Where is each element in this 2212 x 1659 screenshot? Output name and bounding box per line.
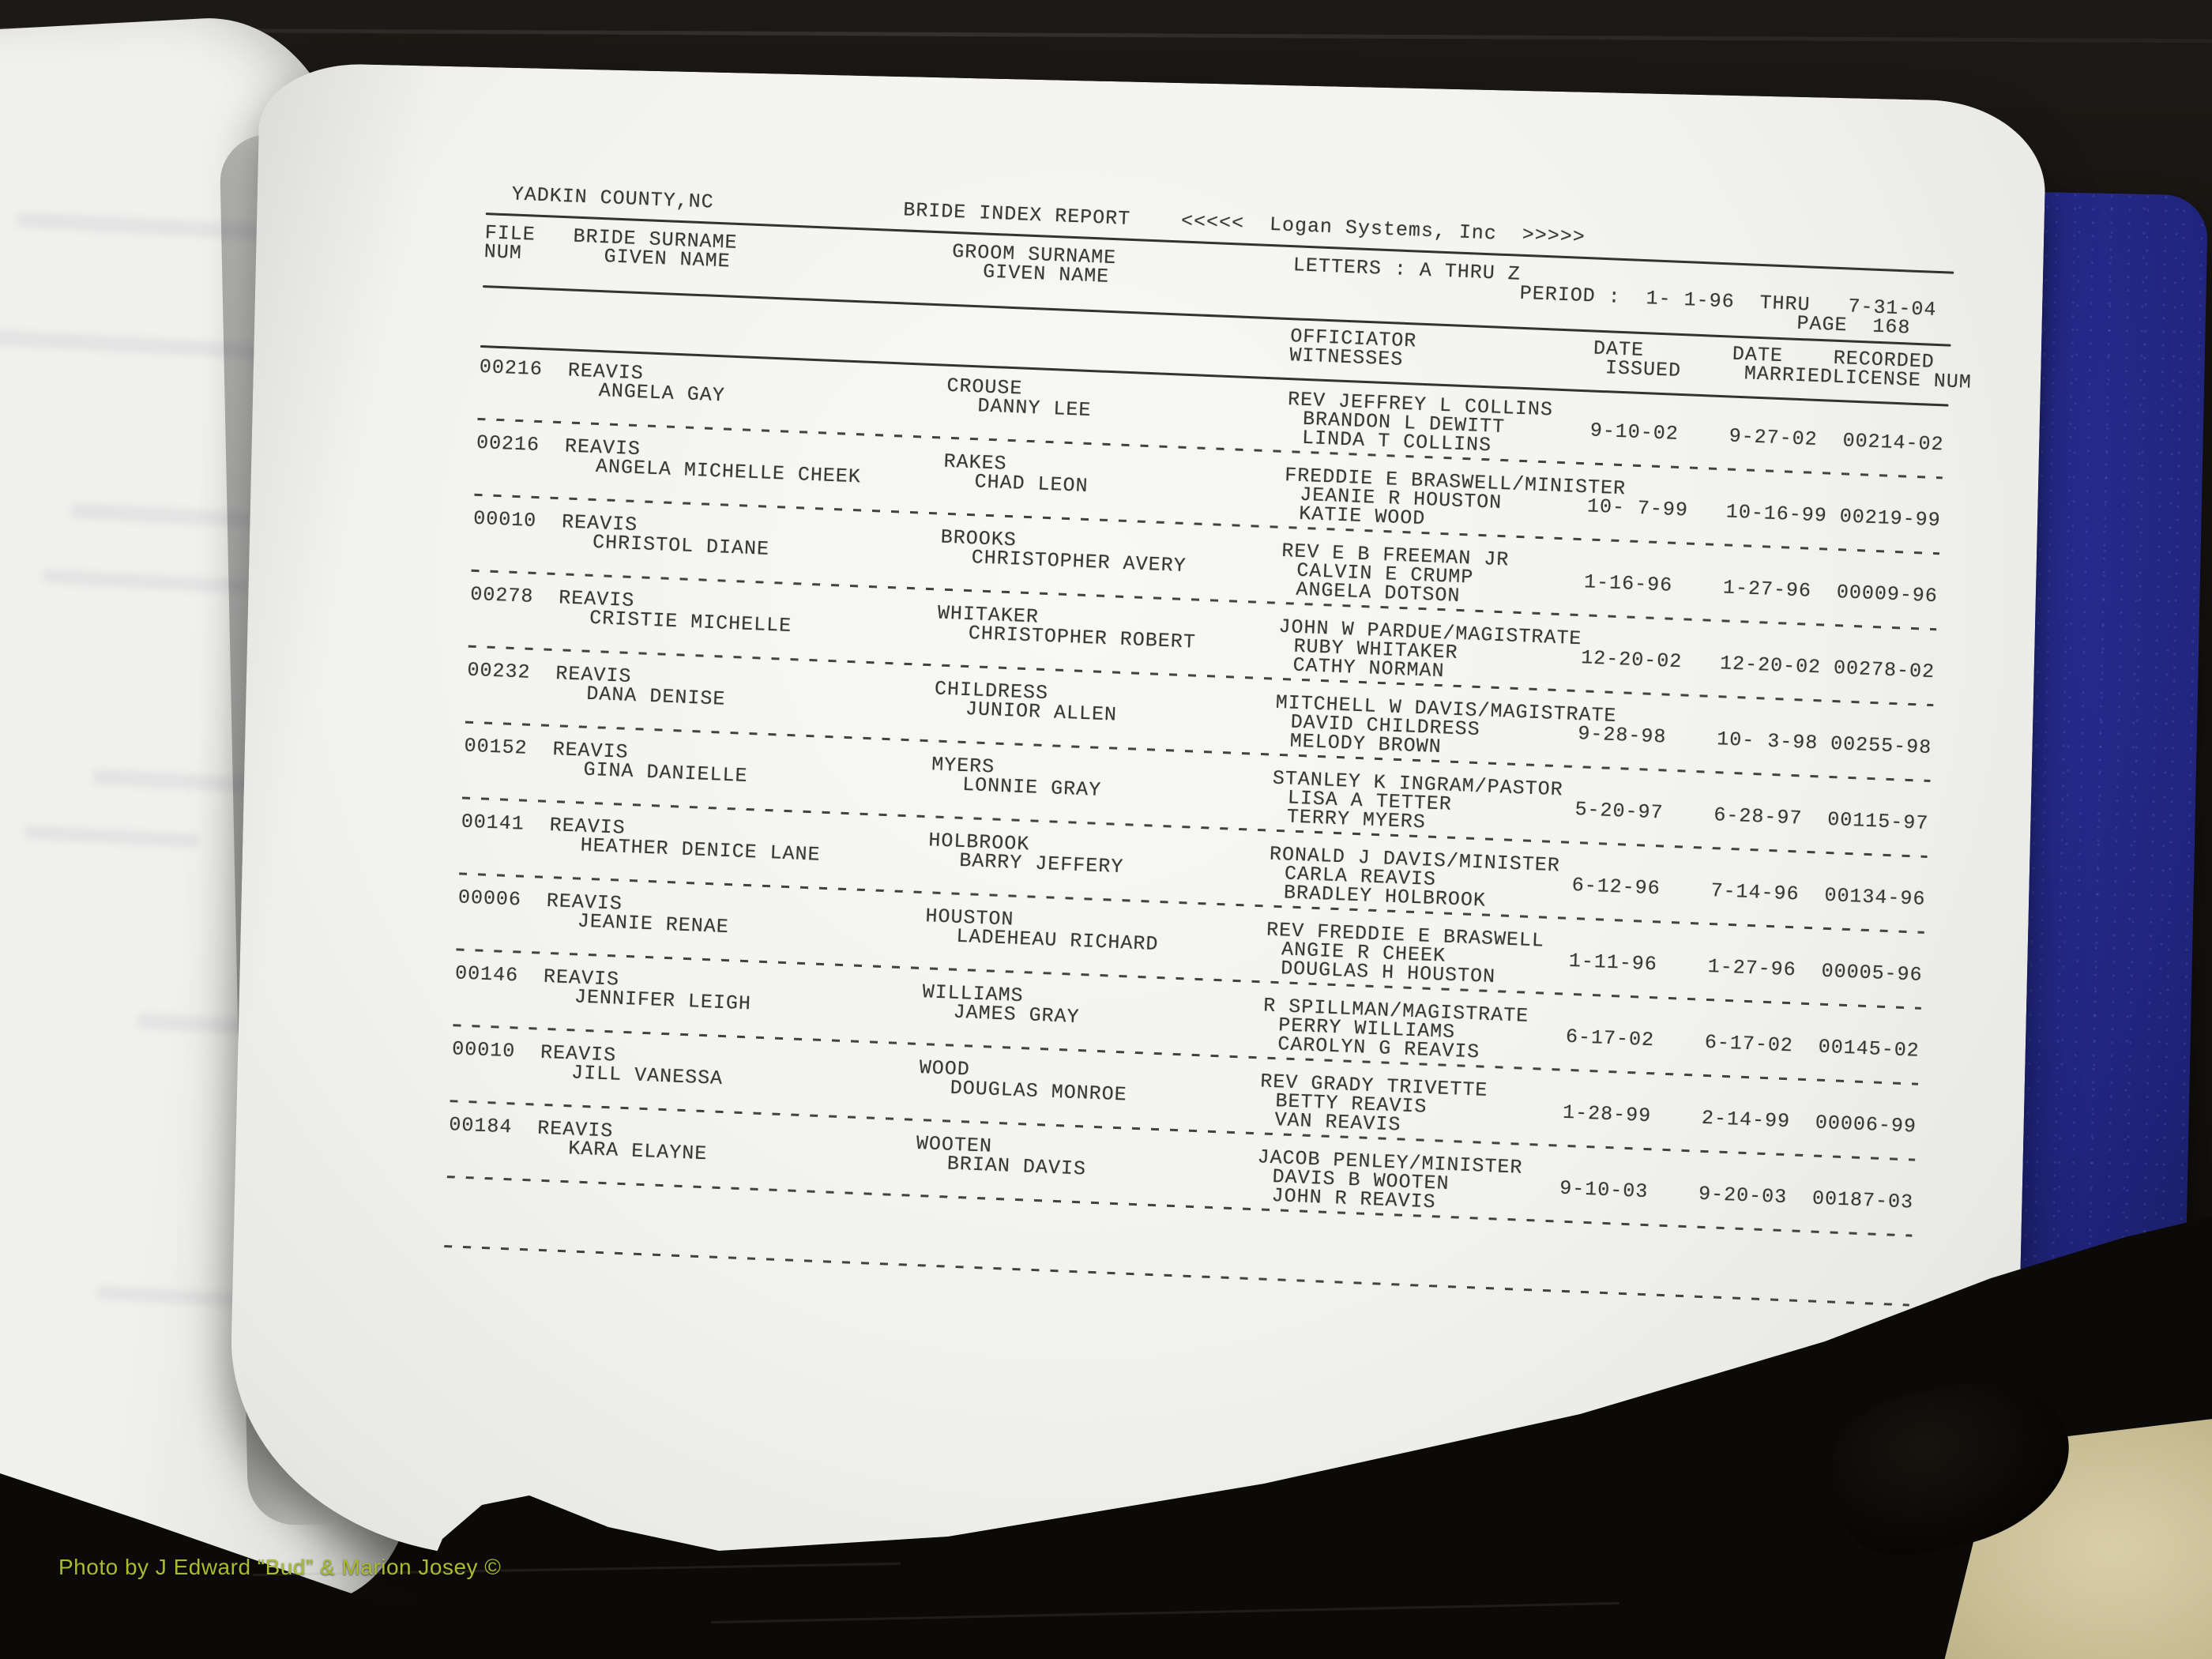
record-bride-given: ANGELA MICHELLE CHEEK bbox=[595, 454, 862, 489]
record-date-married: 6-17-02 bbox=[1704, 1030, 1794, 1058]
record-bride-given: KARA ELAYNE bbox=[567, 1137, 708, 1166]
report-vendor: <<<<< Logan Systems, Inc >>>>> bbox=[1180, 209, 1586, 249]
record-license-num: 00187-03 bbox=[1811, 1187, 1914, 1214]
record-bride-given: DANA DENISE bbox=[585, 682, 726, 711]
record-witness-2: JOHN R REAVIS bbox=[1271, 1184, 1437, 1214]
record-bride-given: JENNIFER LEIGH bbox=[574, 985, 752, 1016]
record-license-num: 00006-99 bbox=[1815, 1111, 1917, 1138]
record-license-num: 00115-97 bbox=[1826, 807, 1929, 836]
bride-index-report: YADKIN COUNTY,NC BRIDE INDEX REPORT <<<<… bbox=[442, 182, 1972, 1364]
record-file-num: 00184 bbox=[448, 1113, 513, 1139]
record-date-married: 7-14-96 bbox=[1710, 879, 1800, 906]
record-bride-given: JILL VANESSA bbox=[570, 1061, 724, 1091]
record-date-married: 6-28-97 bbox=[1713, 803, 1803, 830]
record-date-issued: 10- 7-99 bbox=[1586, 495, 1689, 522]
record-date-married: 9-20-03 bbox=[1698, 1182, 1788, 1209]
record-file-num: 00010 bbox=[451, 1037, 516, 1063]
column-header-bride-given: GIVEN NAME bbox=[604, 245, 732, 273]
record-groom-given: CHRISTOPHER ROBERT bbox=[968, 622, 1197, 654]
record-groom-given: JAMES GRAY bbox=[953, 1000, 1081, 1029]
record-date-issued: 6-12-96 bbox=[1571, 873, 1661, 901]
record-groom-given: JUNIOR ALLEN bbox=[965, 697, 1118, 727]
record-file-num: 00216 bbox=[479, 355, 544, 382]
record-date-issued: 5-20-97 bbox=[1574, 798, 1665, 825]
record-date-married: 2-14-99 bbox=[1701, 1106, 1791, 1134]
record-date-issued: 12-20-02 bbox=[1580, 646, 1683, 674]
report-title: BRIDE INDEX REPORT bbox=[902, 198, 1131, 231]
record-bride-given: ANGELA GAY bbox=[598, 379, 726, 408]
record-file-num: 00141 bbox=[461, 810, 525, 836]
trailing-separator bbox=[444, 1245, 1909, 1307]
record-license-num: 00278-02 bbox=[1833, 656, 1936, 684]
record-license-num: 00009-96 bbox=[1836, 581, 1939, 608]
column-header-witnesses: WITNESSES bbox=[1288, 344, 1404, 371]
record-date-issued: 1-11-96 bbox=[1568, 949, 1658, 976]
report-letters-range: LETTERS : A THRU Z bbox=[1292, 254, 1522, 286]
record-file-num: 00146 bbox=[454, 961, 519, 988]
record-separator bbox=[446, 1176, 1913, 1237]
column-header-groom-given: GIVEN NAME bbox=[982, 260, 1110, 288]
record-date-married: 12-20-02 bbox=[1719, 652, 1822, 679]
record-bride-given: CHRISTOL DIANE bbox=[592, 530, 770, 561]
record-bride-given: GINA DANIELLE bbox=[583, 758, 749, 788]
record-groom-given: CHAD LEON bbox=[974, 470, 1089, 498]
record-groom-given: LONNIE GRAY bbox=[961, 773, 1102, 802]
report-page-number: PAGE 168 bbox=[1796, 311, 1911, 340]
record-file-num: 00278 bbox=[469, 582, 534, 608]
record-license-num: 00145-02 bbox=[1818, 1035, 1920, 1063]
record-groom-given: BRIAN DAVIS bbox=[946, 1152, 1087, 1181]
record-file-num: 00006 bbox=[457, 886, 522, 912]
record-file-num: 00152 bbox=[464, 734, 529, 760]
record-date-issued: 1-28-99 bbox=[1562, 1100, 1652, 1128]
record-witness-2: VAN REAVIS bbox=[1273, 1108, 1401, 1137]
column-header-license-num: LICENSE NUM bbox=[1832, 365, 1973, 394]
record-date-issued: 9-10-03 bbox=[1559, 1176, 1649, 1204]
record-license-num: 00134-96 bbox=[1823, 883, 1926, 911]
record-groom-given: DOUGLAS MONROE bbox=[950, 1076, 1128, 1107]
record-date-issued: 9-10-02 bbox=[1589, 419, 1680, 446]
record-witness-2: KATIE WOOD bbox=[1298, 502, 1426, 531]
bleed-through-text bbox=[24, 826, 199, 848]
report-county: YADKIN COUNTY,NC bbox=[511, 182, 715, 214]
record-license-num: 00005-96 bbox=[1821, 959, 1924, 987]
record-date-married: 10- 3-98 bbox=[1716, 728, 1819, 755]
record-date-married: 10-16-99 bbox=[1725, 500, 1828, 528]
record-groom-given: BARRY JEFFERY bbox=[958, 848, 1124, 879]
column-header-date-married-2: MARRIED bbox=[1744, 362, 1834, 389]
record-date-issued: 9-28-98 bbox=[1577, 722, 1667, 749]
record-witness-2: CATHY NORMAN bbox=[1292, 653, 1446, 683]
record-groom-given: DANNY LEE bbox=[976, 394, 1092, 423]
record-groom-given: LADEHEAU RICHARD bbox=[955, 924, 1159, 957]
bleed-through-text bbox=[43, 570, 249, 593]
record-file-num: 00010 bbox=[472, 506, 537, 532]
record-file-num: 00216 bbox=[476, 431, 540, 457]
record-date-married: 9-27-02 bbox=[1729, 424, 1819, 451]
record-date-issued: 1-16-96 bbox=[1583, 570, 1673, 597]
record-bride-given: JEANIE RENAE bbox=[577, 909, 730, 939]
record-bride-given: CRISTIE MICHELLE bbox=[589, 606, 792, 638]
records: 00216 REAVIS ANGELA GAY CROUSE DANNY LEE… bbox=[446, 355, 1948, 1251]
record-file-num: 00232 bbox=[466, 658, 532, 684]
record-witness-2: MELODY BROWN bbox=[1289, 729, 1443, 759]
table-edge-highlight bbox=[0, 27, 2212, 43]
record-date-married: 1-27-96 bbox=[1707, 954, 1797, 982]
record-bride-given: HEATHER DENICE LANE bbox=[580, 833, 822, 867]
record-license-num: 00214-02 bbox=[1842, 429, 1945, 457]
photo-credit: Photo by J Edward “Bud” & Marion Josey © bbox=[58, 1555, 502, 1579]
column-header-date-issued-2: ISSUED bbox=[1604, 356, 1682, 382]
record-date-married: 1-27-96 bbox=[1722, 576, 1812, 603]
column-header-num: NUM bbox=[483, 240, 523, 265]
record-groom-given: CHRISTOPHER AVERY bbox=[971, 546, 1187, 578]
record-license-num: 00219-99 bbox=[1839, 505, 1942, 532]
record-witness-2: ANGELA DOTSON bbox=[1295, 577, 1461, 608]
record-license-num: 00255-98 bbox=[1830, 732, 1932, 760]
record-witness-2: TERRY MYERS bbox=[1286, 805, 1427, 834]
record-date-issued: 6-17-02 bbox=[1565, 1025, 1655, 1052]
